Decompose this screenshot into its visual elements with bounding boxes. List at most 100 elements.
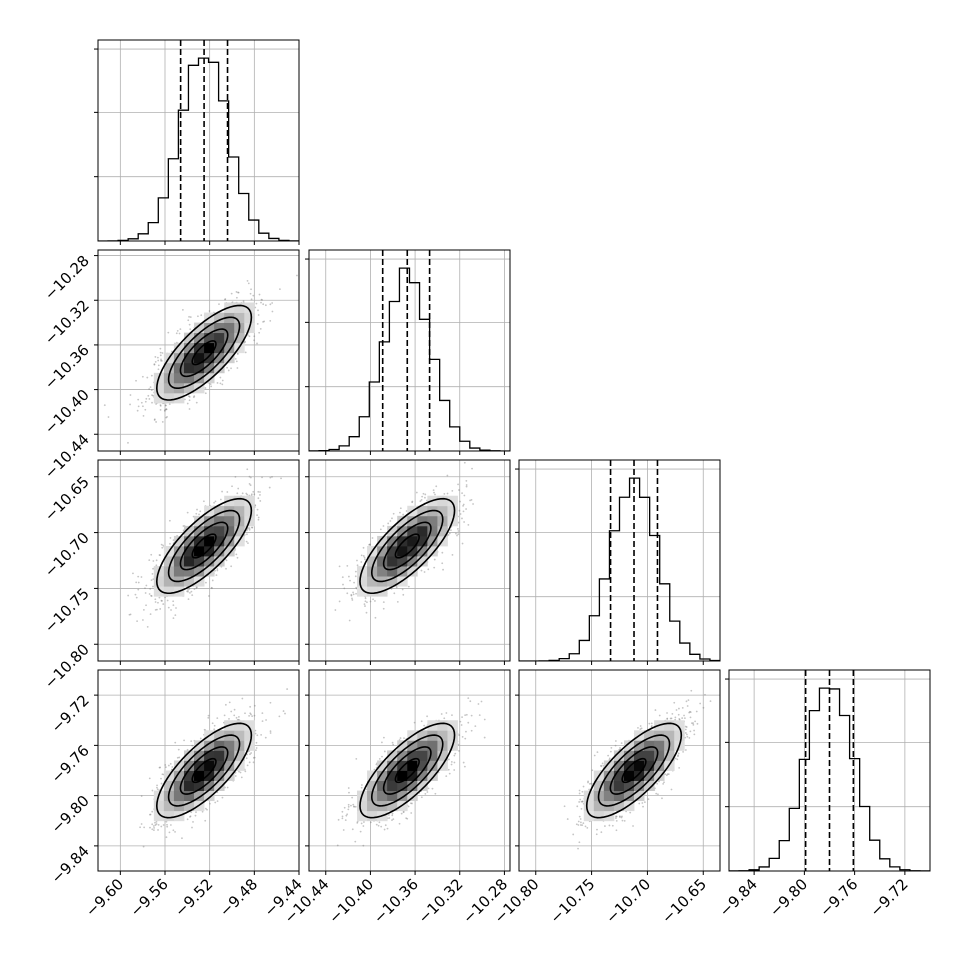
scatter-point xyxy=(683,714,685,717)
density-cell xyxy=(654,770,665,781)
scatter-point xyxy=(145,397,148,400)
density-cell xyxy=(204,750,215,761)
density-cell xyxy=(204,556,215,567)
density-cell xyxy=(407,535,418,547)
scatter-point xyxy=(693,729,695,732)
scatter-point xyxy=(129,403,131,406)
scatter-point xyxy=(159,354,162,357)
scatter-point xyxy=(213,724,216,727)
density-cell xyxy=(194,770,205,781)
scatter-point xyxy=(458,509,461,512)
density-cell xyxy=(623,790,635,802)
scatter-point xyxy=(237,291,240,294)
scatter-point xyxy=(661,797,663,800)
scatter-point xyxy=(590,782,593,785)
scatter-point xyxy=(457,483,459,486)
scatter-point xyxy=(435,485,438,488)
scatter-point xyxy=(256,734,259,737)
scatter-point xyxy=(669,717,672,720)
scatter-point xyxy=(155,820,158,823)
scatter-point xyxy=(257,309,259,312)
density-cell xyxy=(644,750,655,761)
scatter-point xyxy=(191,826,193,829)
scatter-point xyxy=(451,714,453,717)
density-cell xyxy=(234,525,245,537)
scatter-point xyxy=(360,784,363,786)
scatter-point xyxy=(338,565,341,568)
scatter-point xyxy=(411,500,414,503)
scatter-point xyxy=(168,831,171,834)
scatter-point xyxy=(354,575,357,578)
density-cell xyxy=(183,332,195,344)
density-cell xyxy=(214,556,225,567)
scatter-point xyxy=(458,749,460,752)
scatter-point xyxy=(159,404,162,406)
density-cell xyxy=(204,760,215,771)
scatter-point xyxy=(470,714,473,717)
scatter-point xyxy=(140,576,143,578)
scatter-point xyxy=(363,603,366,606)
density-cell xyxy=(387,780,398,791)
scatter-point xyxy=(236,353,239,355)
density-cell xyxy=(634,760,645,771)
scatter-point xyxy=(251,715,254,718)
scatter-point xyxy=(381,755,383,758)
scatter-point xyxy=(364,605,366,607)
scatter-point xyxy=(637,726,639,729)
scatter-point xyxy=(157,359,160,362)
density-cell xyxy=(613,780,625,791)
density-cell xyxy=(183,372,195,384)
scatter-point xyxy=(442,568,444,571)
scatter-point xyxy=(689,730,692,733)
scatter-point xyxy=(152,394,154,397)
scatter-point xyxy=(641,802,644,804)
scatter-point xyxy=(135,581,138,584)
scatter-point xyxy=(187,590,189,593)
scatter-point xyxy=(685,726,688,728)
scatter-point xyxy=(187,589,189,591)
scatter-point xyxy=(157,824,160,826)
scatter-point xyxy=(234,475,237,478)
scatter-point xyxy=(446,492,449,495)
scatter-point xyxy=(152,567,154,570)
scatter-point xyxy=(378,757,381,760)
contour-line xyxy=(167,316,241,390)
density-cell xyxy=(674,730,685,741)
contour-line xyxy=(167,734,241,807)
density-cell xyxy=(357,576,368,587)
scatter-point xyxy=(234,548,237,550)
scatter-point xyxy=(351,599,354,601)
density-cell xyxy=(204,372,215,384)
scatter-point xyxy=(445,712,448,714)
density-cell xyxy=(214,545,225,557)
histogram-panel xyxy=(98,40,299,241)
x-tick-label: −9.80 xyxy=(766,875,811,920)
scatter-point xyxy=(448,758,450,761)
density-cell xyxy=(407,566,418,577)
scatter-point xyxy=(154,601,157,603)
scatter-point xyxy=(166,823,168,826)
scatter-point xyxy=(152,578,155,581)
scatter-point xyxy=(209,383,212,386)
scatter-point xyxy=(608,759,611,761)
scatter-point xyxy=(169,542,171,545)
scatter-point xyxy=(144,400,147,403)
scatter-point xyxy=(193,395,196,398)
scatter-point xyxy=(149,813,151,816)
density-cell xyxy=(153,586,165,597)
scatter-point xyxy=(264,736,267,739)
scatter-point xyxy=(420,499,423,501)
scatter-point xyxy=(667,773,670,776)
scatter-point xyxy=(353,805,355,808)
scatter-point xyxy=(389,520,392,522)
scatter-point xyxy=(252,761,255,764)
scatter-point xyxy=(236,492,239,495)
scatter-point xyxy=(234,775,237,777)
scatter-point xyxy=(159,766,162,769)
scatter-point xyxy=(450,529,452,532)
density-cell xyxy=(644,780,655,791)
density-cell xyxy=(427,535,438,547)
scatter-point xyxy=(135,596,138,599)
scatter-point xyxy=(699,702,702,705)
scatter-point xyxy=(691,722,693,725)
